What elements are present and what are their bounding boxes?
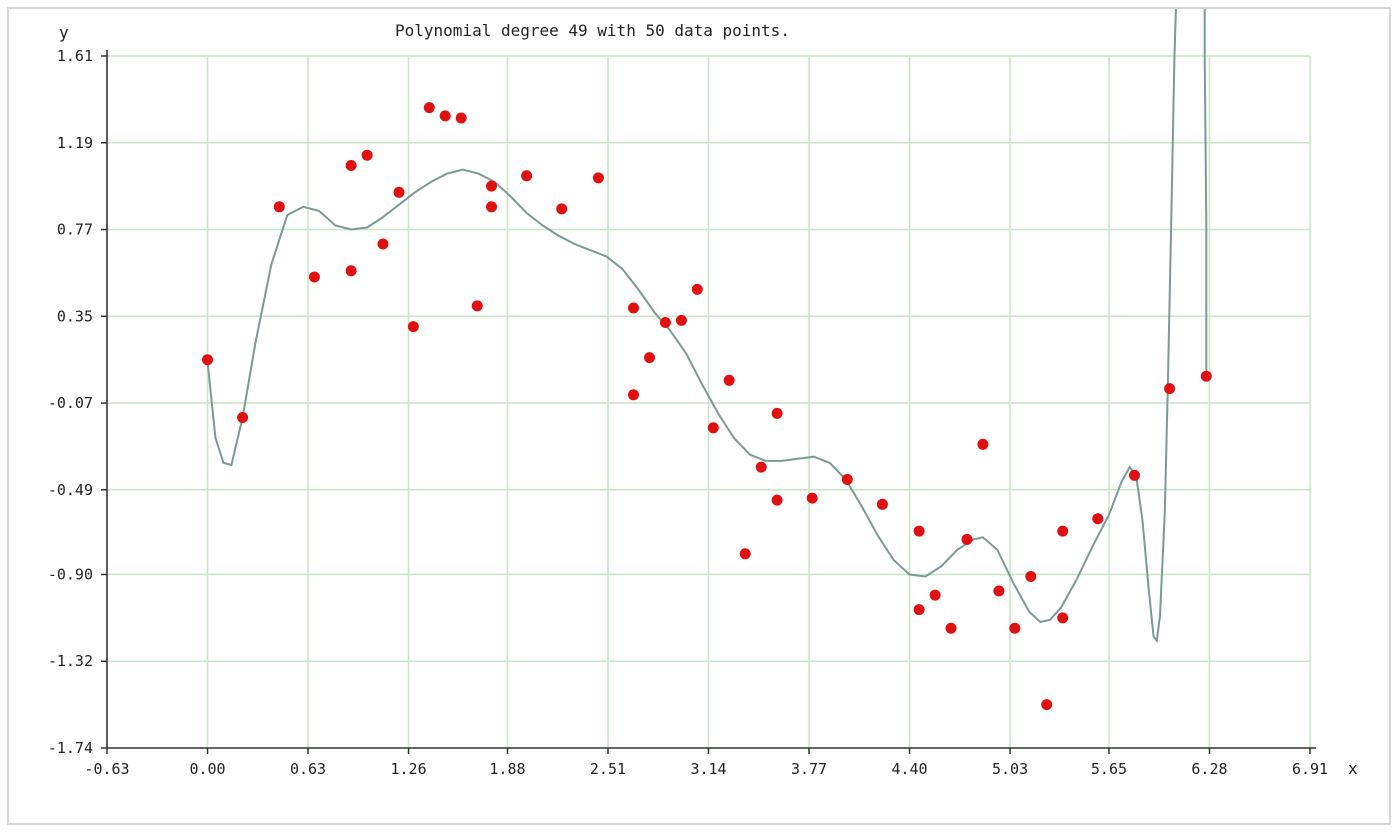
data-point: [423, 102, 435, 114]
fit-curve: [1203, 9, 1208, 377]
data-point: [628, 389, 639, 401]
data-point: [393, 186, 405, 198]
y-tick-label: -0.90: [48, 565, 93, 583]
y-tick-label: -1.74: [48, 739, 93, 757]
data-point: [1009, 622, 1021, 634]
data-point: [675, 314, 687, 326]
x-tick-label: 2.51: [590, 760, 626, 778]
chart-title: Polynomial degree 49 with 50 data points…: [395, 21, 790, 40]
data-point: [486, 201, 497, 213]
x-tick-label: 5.03: [992, 760, 1028, 778]
data-point: [202, 354, 213, 366]
data-point: [913, 525, 925, 537]
data-points: [202, 102, 1212, 711]
data-point: [345, 160, 357, 171]
data-point: [755, 461, 767, 473]
data-point: [361, 149, 373, 161]
data-point: [771, 494, 783, 506]
data-point: [1164, 383, 1176, 395]
data-point: [407, 321, 419, 333]
data-point: [739, 548, 751, 560]
data-point: [486, 180, 497, 192]
axes: [101, 50, 1316, 754]
x-tick-label: 1.88: [489, 760, 525, 778]
data-point: [377, 238, 389, 250]
data-point: [806, 492, 818, 504]
data-point: [723, 374, 735, 386]
data-point: [308, 271, 320, 283]
x-tick-label: -0.63: [84, 760, 129, 778]
data-point: [345, 265, 357, 277]
data-point: [945, 622, 957, 634]
data-point: [771, 407, 783, 419]
x-axis-label: x: [1348, 759, 1358, 778]
data-point: [471, 300, 483, 312]
fit-curves: [206, 9, 1208, 644]
data-point: [1200, 370, 1212, 382]
data-point: [659, 317, 671, 328]
y-tick-label: -0.07: [48, 394, 93, 412]
x-tick-label: 5.65: [1091, 760, 1127, 778]
data-point: [977, 438, 989, 450]
x-tick-label: 6.28: [1191, 760, 1227, 778]
x-tick-label: 6.91: [1292, 760, 1328, 778]
data-point: [628, 302, 639, 314]
data-point: [707, 422, 719, 434]
data-point: [929, 589, 941, 601]
data-point: [237, 412, 249, 423]
x-tick-label: 0.63: [290, 760, 326, 778]
data-point: [1092, 513, 1104, 525]
y-tick-label: -0.49: [48, 481, 93, 499]
data-point: [1041, 699, 1053, 711]
data-point: [691, 283, 703, 295]
data-point: [644, 352, 655, 364]
data-point: [439, 110, 451, 122]
fit-curve: [206, 9, 1177, 644]
y-tick-label: 1.61: [57, 47, 93, 65]
y-tick-label: -1.32: [48, 652, 93, 670]
data-point: [592, 172, 604, 184]
data-point: [993, 585, 1005, 597]
x-tick-label: 0.00: [189, 760, 225, 778]
x-tick-label: 3.14: [690, 760, 726, 778]
data-point: [1057, 525, 1069, 537]
data-point: [961, 533, 973, 545]
x-tick-label: 4.40: [891, 760, 927, 778]
data-point: [521, 170, 533, 182]
data-point: [913, 604, 925, 616]
x-tick-label: 3.77: [791, 760, 827, 778]
data-point: [876, 498, 888, 510]
data-point: [1129, 469, 1140, 481]
tick-labels: -0.63 0.00 0.63 1.26 1.88 2.51 3.14 3.77 4.40 5.0…: [48, 47, 1328, 778]
data-point: [1025, 571, 1037, 582]
y-tick-label: 0.35: [57, 307, 93, 325]
grid: [107, 55, 1311, 748]
data-point: [1057, 612, 1069, 624]
data-point: [273, 201, 285, 213]
data-point: [841, 474, 853, 485]
y-tick-label: 1.19: [57, 134, 93, 152]
y-axis-label: y: [59, 23, 69, 42]
data-point: [556, 203, 568, 215]
data-point: [455, 112, 467, 124]
x-tick-label: 1.26: [390, 760, 426, 778]
y-tick-label: 0.77: [57, 221, 93, 239]
